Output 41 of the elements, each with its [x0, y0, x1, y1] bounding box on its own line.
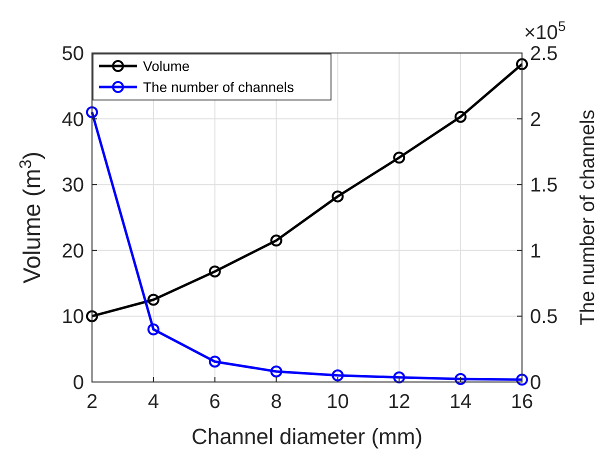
- point: [454, 110, 467, 123]
- point: [516, 58, 528, 70]
- point: [147, 323, 160, 336]
- point: [86, 106, 98, 118]
- x-tick-label: 10: [326, 391, 349, 413]
- point: [454, 372, 467, 385]
- point: [393, 371, 406, 384]
- x-tick-label: 6: [209, 391, 220, 413]
- x-tick-label: 8: [270, 391, 282, 413]
- point: [332, 190, 344, 202]
- x-axis-title: Channel diameter (mm): [191, 424, 423, 449]
- point: [147, 294, 160, 306]
- y-tick-label: 50: [62, 43, 84, 65]
- y2-tick-label: 2.5: [530, 43, 558, 65]
- y-tick-label: 40: [62, 108, 84, 131]
- point: [332, 369, 344, 382]
- point: [86, 310, 98, 322]
- y-tick-label: 10: [62, 306, 84, 328]
- x-tick-label: 14: [449, 391, 472, 413]
- x-tick-label: 16: [510, 391, 534, 413]
- point: [208, 265, 221, 278]
- point: [270, 365, 282, 378]
- legend-label: Volume: [143, 58, 190, 74]
- y2-tick-label: 1: [530, 240, 542, 262]
- y-tick-label: 30: [62, 174, 84, 197]
- x-tick-label: 12: [388, 391, 410, 413]
- y2-tick-label: 1.5: [530, 174, 558, 197]
- point: [270, 234, 282, 247]
- y-tick-label: 0: [72, 372, 84, 394]
- point: [393, 152, 406, 164]
- y2-tick-label: 2: [530, 108, 542, 131]
- y-tick-label: 20: [62, 240, 84, 262]
- point: [208, 356, 221, 368]
- text: ×10$^{5}$: [524, 18, 566, 44]
- y2-tick-label: 0.5: [530, 306, 558, 328]
- x-tick-label: 2: [86, 391, 98, 413]
- x-tick-label: 4: [148, 391, 159, 413]
- y2-tick-label: 0: [530, 372, 542, 394]
- point: [516, 374, 528, 386]
- y2-axis-title: The number of channels: [577, 110, 599, 326]
- legend-label: The number of channels: [143, 79, 294, 95]
